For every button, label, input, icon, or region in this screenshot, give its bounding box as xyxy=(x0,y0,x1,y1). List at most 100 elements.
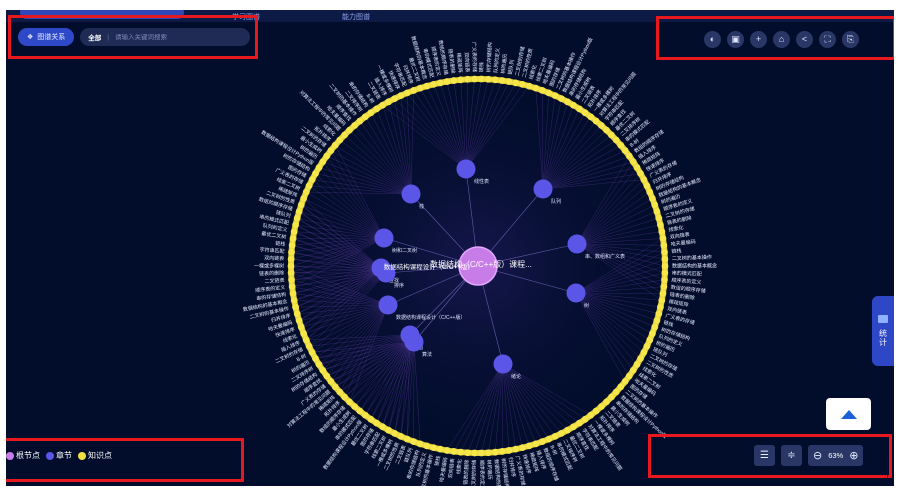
knowledge-node[interactable] xyxy=(341,131,348,139)
knowledge-node[interactable] xyxy=(661,255,669,263)
knowledge-label[interactable]: 二叉树的存储 xyxy=(470,460,478,486)
knowledge-node[interactable] xyxy=(659,290,667,297)
knowledge-node[interactable] xyxy=(436,445,444,453)
knowledge-node[interactable] xyxy=(643,342,651,350)
knowledge-node[interactable] xyxy=(290,228,298,236)
knowledge-node[interactable] xyxy=(557,429,565,437)
knowledge-node[interactable] xyxy=(302,336,310,344)
knowledge-node[interactable] xyxy=(648,330,656,337)
knowledge-label[interactable]: 稀疏矩阵 xyxy=(668,298,689,309)
knowledge-node[interactable] xyxy=(290,296,298,304)
knowledge-node[interactable] xyxy=(525,82,533,90)
knowledge-node[interactable] xyxy=(385,426,392,434)
knowledge-node[interactable] xyxy=(640,349,648,356)
knowledge-node[interactable] xyxy=(443,78,451,85)
zoom-out-icon[interactable]: ⊖ xyxy=(813,450,823,462)
knowledge-node[interactable] xyxy=(403,435,411,443)
knowledge-node[interactable] xyxy=(305,342,313,350)
knowledge-node[interactable] xyxy=(592,407,600,415)
knowledge-node[interactable] xyxy=(564,98,571,106)
knowledge-node[interactable] xyxy=(633,361,641,368)
knowledge-label[interactable]: 哈夫曼编码 xyxy=(670,238,696,248)
knowledge-node[interactable] xyxy=(289,235,297,242)
knowledge-node[interactable] xyxy=(646,188,654,196)
knowledge-node[interactable] xyxy=(331,141,339,149)
knowledge-label[interactable]: 稀疏矩阵 xyxy=(455,53,464,74)
knowledge-node[interactable] xyxy=(659,235,667,242)
knowledge-node[interactable] xyxy=(288,283,296,291)
knowledge-label[interactable]: 顺序表的定义 xyxy=(478,460,486,486)
knowledge-label[interactable]: B-树 xyxy=(295,352,307,363)
knowledge-node[interactable] xyxy=(423,82,431,90)
chapter-node[interactable] xyxy=(376,263,396,283)
knowledge-label[interactable]: 数据结构的基本概念 xyxy=(672,262,717,269)
knowledge-node[interactable] xyxy=(356,117,364,125)
knowledge-node[interactable] xyxy=(570,423,577,431)
knowledge-node[interactable] xyxy=(423,442,431,450)
knowledge-label[interactable]: 树的遍历 xyxy=(499,53,509,74)
knowledge-node[interactable] xyxy=(323,372,331,380)
active-tab-pill[interactable] xyxy=(20,10,184,19)
knowledge-node[interactable] xyxy=(287,255,295,263)
knowledge-node[interactable] xyxy=(295,317,303,324)
stats-tab[interactable]: 统计 xyxy=(872,296,894,366)
legend-knowledge[interactable]: 知识点 xyxy=(78,450,112,461)
knowledge-label[interactable]: 队列的定义 xyxy=(492,48,501,74)
knowledge-label[interactable]: 字符串匹配 xyxy=(259,246,284,255)
knowledge-label[interactable]: 链队列 xyxy=(403,447,415,464)
knowledge-node[interactable] xyxy=(464,449,472,457)
knowledge-label[interactable]: 树的存储结构 xyxy=(485,42,494,72)
knowledge-node[interactable] xyxy=(391,429,399,437)
knowledge-node[interactable] xyxy=(457,448,465,456)
knowledge-node[interactable] xyxy=(391,95,399,103)
refresh-icon[interactable]: ◐ xyxy=(704,31,721,48)
knowledge-node[interactable] xyxy=(612,136,620,144)
knowledge-node[interactable] xyxy=(373,105,381,113)
knowledge-node[interactable] xyxy=(305,182,313,190)
knowledge-label[interactable]: 链表的删除 xyxy=(669,291,695,302)
knowledge-node[interactable] xyxy=(658,228,666,236)
knowledge-node[interactable] xyxy=(637,355,644,362)
knowledge-label[interactable]: 二叉树的基本操作 xyxy=(672,254,712,262)
chapter-node[interactable] xyxy=(401,184,421,204)
knowledge-node[interactable] xyxy=(661,262,669,270)
knowledge-node[interactable] xyxy=(598,403,605,410)
knowledge-node[interactable] xyxy=(297,201,305,209)
knowledge-label[interactable]: 二叉链表 xyxy=(264,277,284,285)
knowledge-node[interactable] xyxy=(416,440,424,448)
knowledge-label[interactable]: 双向链表 xyxy=(669,231,690,241)
knowledge-node[interactable] xyxy=(498,448,506,455)
chapter-node[interactable] xyxy=(374,228,394,248)
chapter-node[interactable] xyxy=(493,354,513,374)
knowledge-label[interactable]: 链表的删除 xyxy=(446,48,456,74)
knowledge-node[interactable] xyxy=(557,95,565,103)
knowledge-node[interactable] xyxy=(319,366,327,374)
legend-chapter[interactable]: 章节 xyxy=(46,450,72,461)
knowledge-label[interactable]: 串的存储结构 xyxy=(256,291,287,302)
knowledge-node[interactable] xyxy=(361,411,369,419)
knowledge-node[interactable] xyxy=(450,448,458,455)
knowledge-label[interactable]: 归并排序 xyxy=(270,312,291,324)
knowledge-label[interactable]: 双向链表 xyxy=(447,458,457,479)
knowledge-label[interactable]: 链队列 xyxy=(275,209,291,220)
knowledge-node[interactable] xyxy=(287,262,295,270)
knowledge-node[interactable] xyxy=(564,426,571,434)
knowledge-node[interactable] xyxy=(519,80,526,88)
knowledge-label[interactable]: 链表的删除 xyxy=(462,459,470,484)
knowledge-node[interactable] xyxy=(581,109,589,117)
knowledge-node[interactable] xyxy=(315,164,323,171)
knowledge-node[interactable] xyxy=(637,170,644,177)
fullscreen-icon[interactable]: ⛶ xyxy=(819,31,836,48)
knowledge-node[interactable] xyxy=(512,445,520,453)
knowledge-label[interactable]: 数组的顺序存储 xyxy=(670,284,706,295)
knowledge-node[interactable] xyxy=(625,152,633,160)
knowledge-label[interactable]: 一棵或多棵树 xyxy=(254,262,284,269)
knowledge-node[interactable] xyxy=(293,310,301,318)
knowledge-node[interactable] xyxy=(292,303,299,311)
knowledge-node[interactable] xyxy=(397,92,405,100)
knowledge-label[interactable]: 链栈 xyxy=(275,240,286,248)
knowledge-node[interactable] xyxy=(403,89,411,97)
knowledge-node[interactable] xyxy=(621,378,629,385)
knowledge-node[interactable] xyxy=(436,79,444,87)
knowledge-node[interactable] xyxy=(379,423,386,431)
